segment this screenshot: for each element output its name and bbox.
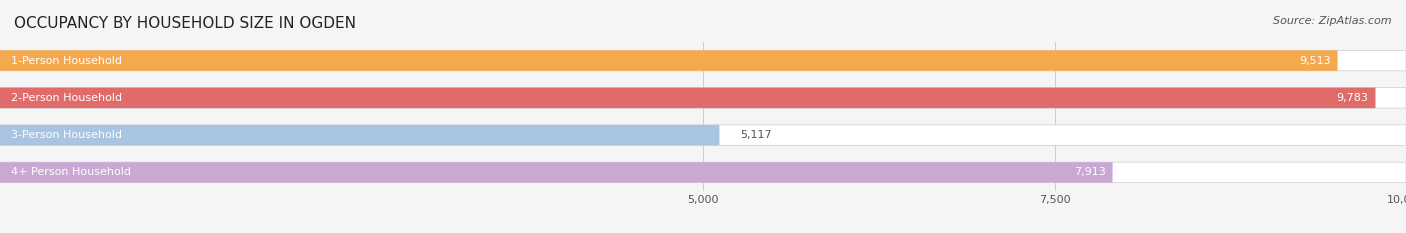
Text: 1-Person Household: 1-Person Household (11, 56, 122, 65)
FancyBboxPatch shape (0, 162, 1406, 183)
FancyBboxPatch shape (0, 50, 1337, 71)
Text: 5,117: 5,117 (741, 130, 772, 140)
Text: 2-Person Household: 2-Person Household (11, 93, 122, 103)
Text: 3-Person Household: 3-Person Household (11, 130, 122, 140)
FancyBboxPatch shape (0, 162, 1112, 183)
FancyBboxPatch shape (0, 125, 1406, 145)
Text: 7,913: 7,913 (1074, 168, 1105, 177)
FancyBboxPatch shape (0, 50, 1406, 71)
Text: 9,513: 9,513 (1299, 56, 1330, 65)
FancyBboxPatch shape (0, 88, 1406, 108)
FancyBboxPatch shape (0, 125, 720, 145)
Text: Source: ZipAtlas.com: Source: ZipAtlas.com (1274, 16, 1392, 26)
Text: 9,783: 9,783 (1337, 93, 1368, 103)
Text: OCCUPANCY BY HOUSEHOLD SIZE IN OGDEN: OCCUPANCY BY HOUSEHOLD SIZE IN OGDEN (14, 16, 356, 31)
Text: 4+ Person Household: 4+ Person Household (11, 168, 131, 177)
FancyBboxPatch shape (0, 88, 1375, 108)
